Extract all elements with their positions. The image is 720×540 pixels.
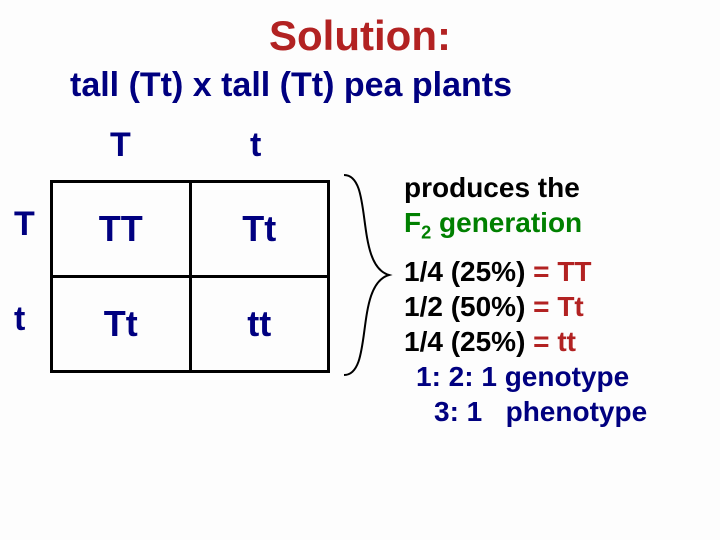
produces-line: produces the [404,170,647,205]
ratio-1-eq: = Tt [525,291,583,322]
punnett-square: TT Tt Tt tt [50,180,330,373]
col-header-0: T [110,126,131,165]
ratio-1-frac: 1/2 (50%) [404,291,525,322]
phenotype-ratio: 3: 1 phenotype [404,394,647,429]
ratio-0-eq: = TT [525,256,591,287]
page-title: Solution: [0,0,720,60]
brace-icon [334,170,404,380]
cell-1-0: Tt [52,277,191,372]
row-header-0: T [14,205,35,244]
ratio-1: 1/2 (50%) = Tt [404,289,647,324]
ratio-0: 1/4 (25%) = TT [404,254,647,289]
f2-sub: 2 [421,223,431,243]
ratio-2-eq: = tt [525,326,576,357]
col-header-1: t [250,126,261,165]
genotype-ratio: 1: 2: 1 genotype [404,359,647,394]
ratio-0-frac: 1/4 (25%) [404,256,525,287]
f2-line: F2 generation [404,205,647,244]
cell-1-1: tt [190,277,328,372]
ratio-2-frac: 1/4 (25%) [404,326,525,357]
phenotype-word: phenotype [506,396,648,427]
cell-0-1: Tt [190,182,328,277]
f2-prefix: F [404,207,421,238]
ratio-2: 1/4 (25%) = tt [404,324,647,359]
phenotype-prefix: 3: 1 [434,396,506,427]
cell-0-0: TT [52,182,191,277]
row-header-1: t [14,300,25,339]
f2-suffix: generation [431,207,582,238]
cross-line: tall (Tt) x tall (Tt) pea plants [0,66,720,105]
results-block: produces the F2 generation 1/4 (25%) = T… [404,170,647,429]
